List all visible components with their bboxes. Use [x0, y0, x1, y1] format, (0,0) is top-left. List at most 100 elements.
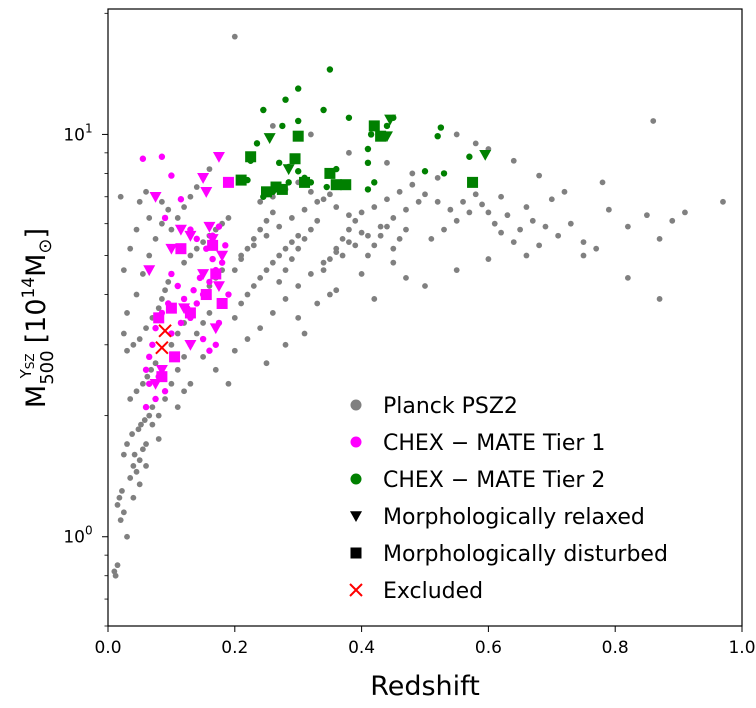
data-square-marker [222, 176, 234, 188]
data-square-marker [200, 289, 212, 301]
data-point [390, 259, 397, 266]
data-point [498, 229, 504, 236]
y-axis-title: M500YSZ[1014M⊙] [17, 228, 58, 408]
data-point [295, 168, 302, 175]
data-point [523, 204, 530, 210]
data-square-marker [330, 179, 342, 191]
data-excluded-marker [155, 341, 169, 355]
data-point [199, 335, 207, 343]
data-point [120, 267, 127, 274]
series-group [143, 151, 229, 390]
legend-item: CHEX − MATE Tier 1 [350, 431, 605, 456]
data-point [174, 215, 181, 221]
data-square-marker [184, 307, 196, 319]
data-point [498, 193, 504, 200]
data-point [390, 215, 397, 221]
data-point [181, 204, 187, 210]
data-point [257, 274, 264, 281]
data-point [127, 475, 134, 481]
x-axis: 0.0 0.2 0.4 0.6 0.8 1.0 [94, 626, 756, 658]
data-point [139, 271, 146, 277]
data-point [149, 404, 156, 411]
data-point [206, 347, 213, 354]
data-point [333, 204, 340, 210]
data-point [453, 217, 460, 224]
data-triangle-down-marker [143, 265, 156, 277]
data-point [187, 380, 194, 387]
data-point [136, 481, 143, 488]
data-point [656, 235, 663, 242]
points-layer [111, 33, 726, 579]
legend-item: CHEX − MATE Tier 2 [350, 468, 605, 493]
data-point [301, 206, 308, 213]
data-point [269, 310, 276, 316]
data-point [276, 278, 283, 285]
data-point [472, 191, 479, 198]
data-point [152, 395, 159, 403]
data-point [510, 239, 517, 245]
data-triangle-down-marker [479, 149, 492, 161]
data-square-marker [368, 120, 380, 132]
data-point [301, 330, 308, 337]
data-point [307, 131, 314, 138]
data-point [127, 245, 134, 252]
y-axis: 100 101 [63, 12, 108, 627]
data-point [365, 252, 371, 259]
data-point [133, 468, 140, 475]
data-point [523, 252, 530, 259]
data-point [307, 271, 314, 277]
data-point [146, 252, 153, 259]
data-point [396, 188, 403, 195]
data-point [165, 278, 172, 285]
data-point [358, 271, 365, 277]
data-point [409, 181, 416, 188]
data-point [177, 196, 185, 203]
data-point [231, 267, 238, 274]
data-point [168, 341, 175, 348]
data-point [276, 223, 283, 230]
data-point [174, 366, 181, 373]
data-point [168, 172, 175, 179]
data-point [358, 229, 365, 236]
data-point [124, 441, 130, 447]
data-triangle-down-marker [174, 224, 187, 236]
data-point [139, 155, 147, 162]
data-point [605, 206, 612, 213]
data-point [491, 220, 498, 227]
series-group [153, 176, 234, 383]
data-point [193, 184, 200, 190]
data-point [238, 256, 245, 262]
legend-label: Morphologically relaxed [383, 505, 645, 530]
data-point [323, 183, 330, 191]
data-point [225, 215, 232, 221]
data-point [141, 417, 148, 423]
data-point [282, 96, 289, 103]
data-point [119, 488, 125, 494]
data-point [152, 360, 159, 367]
data-point [383, 122, 391, 130]
data-point [440, 170, 448, 177]
x-tick-label: 0.4 [348, 638, 375, 658]
legend-label: Morphologically disturbed [383, 542, 668, 567]
data-point [333, 245, 340, 252]
data-point [403, 274, 409, 281]
data-square-marker [210, 268, 222, 280]
data-point [529, 217, 536, 224]
data-point [212, 366, 219, 373]
data-point [510, 157, 517, 164]
data-point [158, 220, 165, 227]
data-point [222, 242, 229, 249]
data-point [142, 403, 150, 411]
x-axis-title: Redshift [370, 671, 480, 702]
data-point [453, 267, 460, 274]
data-point [253, 140, 261, 147]
data-point [580, 239, 587, 245]
data-square-marker [156, 371, 168, 383]
data-point [200, 239, 207, 245]
data-point [124, 347, 130, 354]
data-square-marker [299, 176, 311, 188]
data-triangle-down-marker [184, 230, 197, 242]
data-point [282, 267, 289, 274]
legend: Planck PSZ2 CHEX − MATE Tier 1 CHEX − MATE… [349, 394, 668, 604]
data-point [536, 172, 543, 179]
